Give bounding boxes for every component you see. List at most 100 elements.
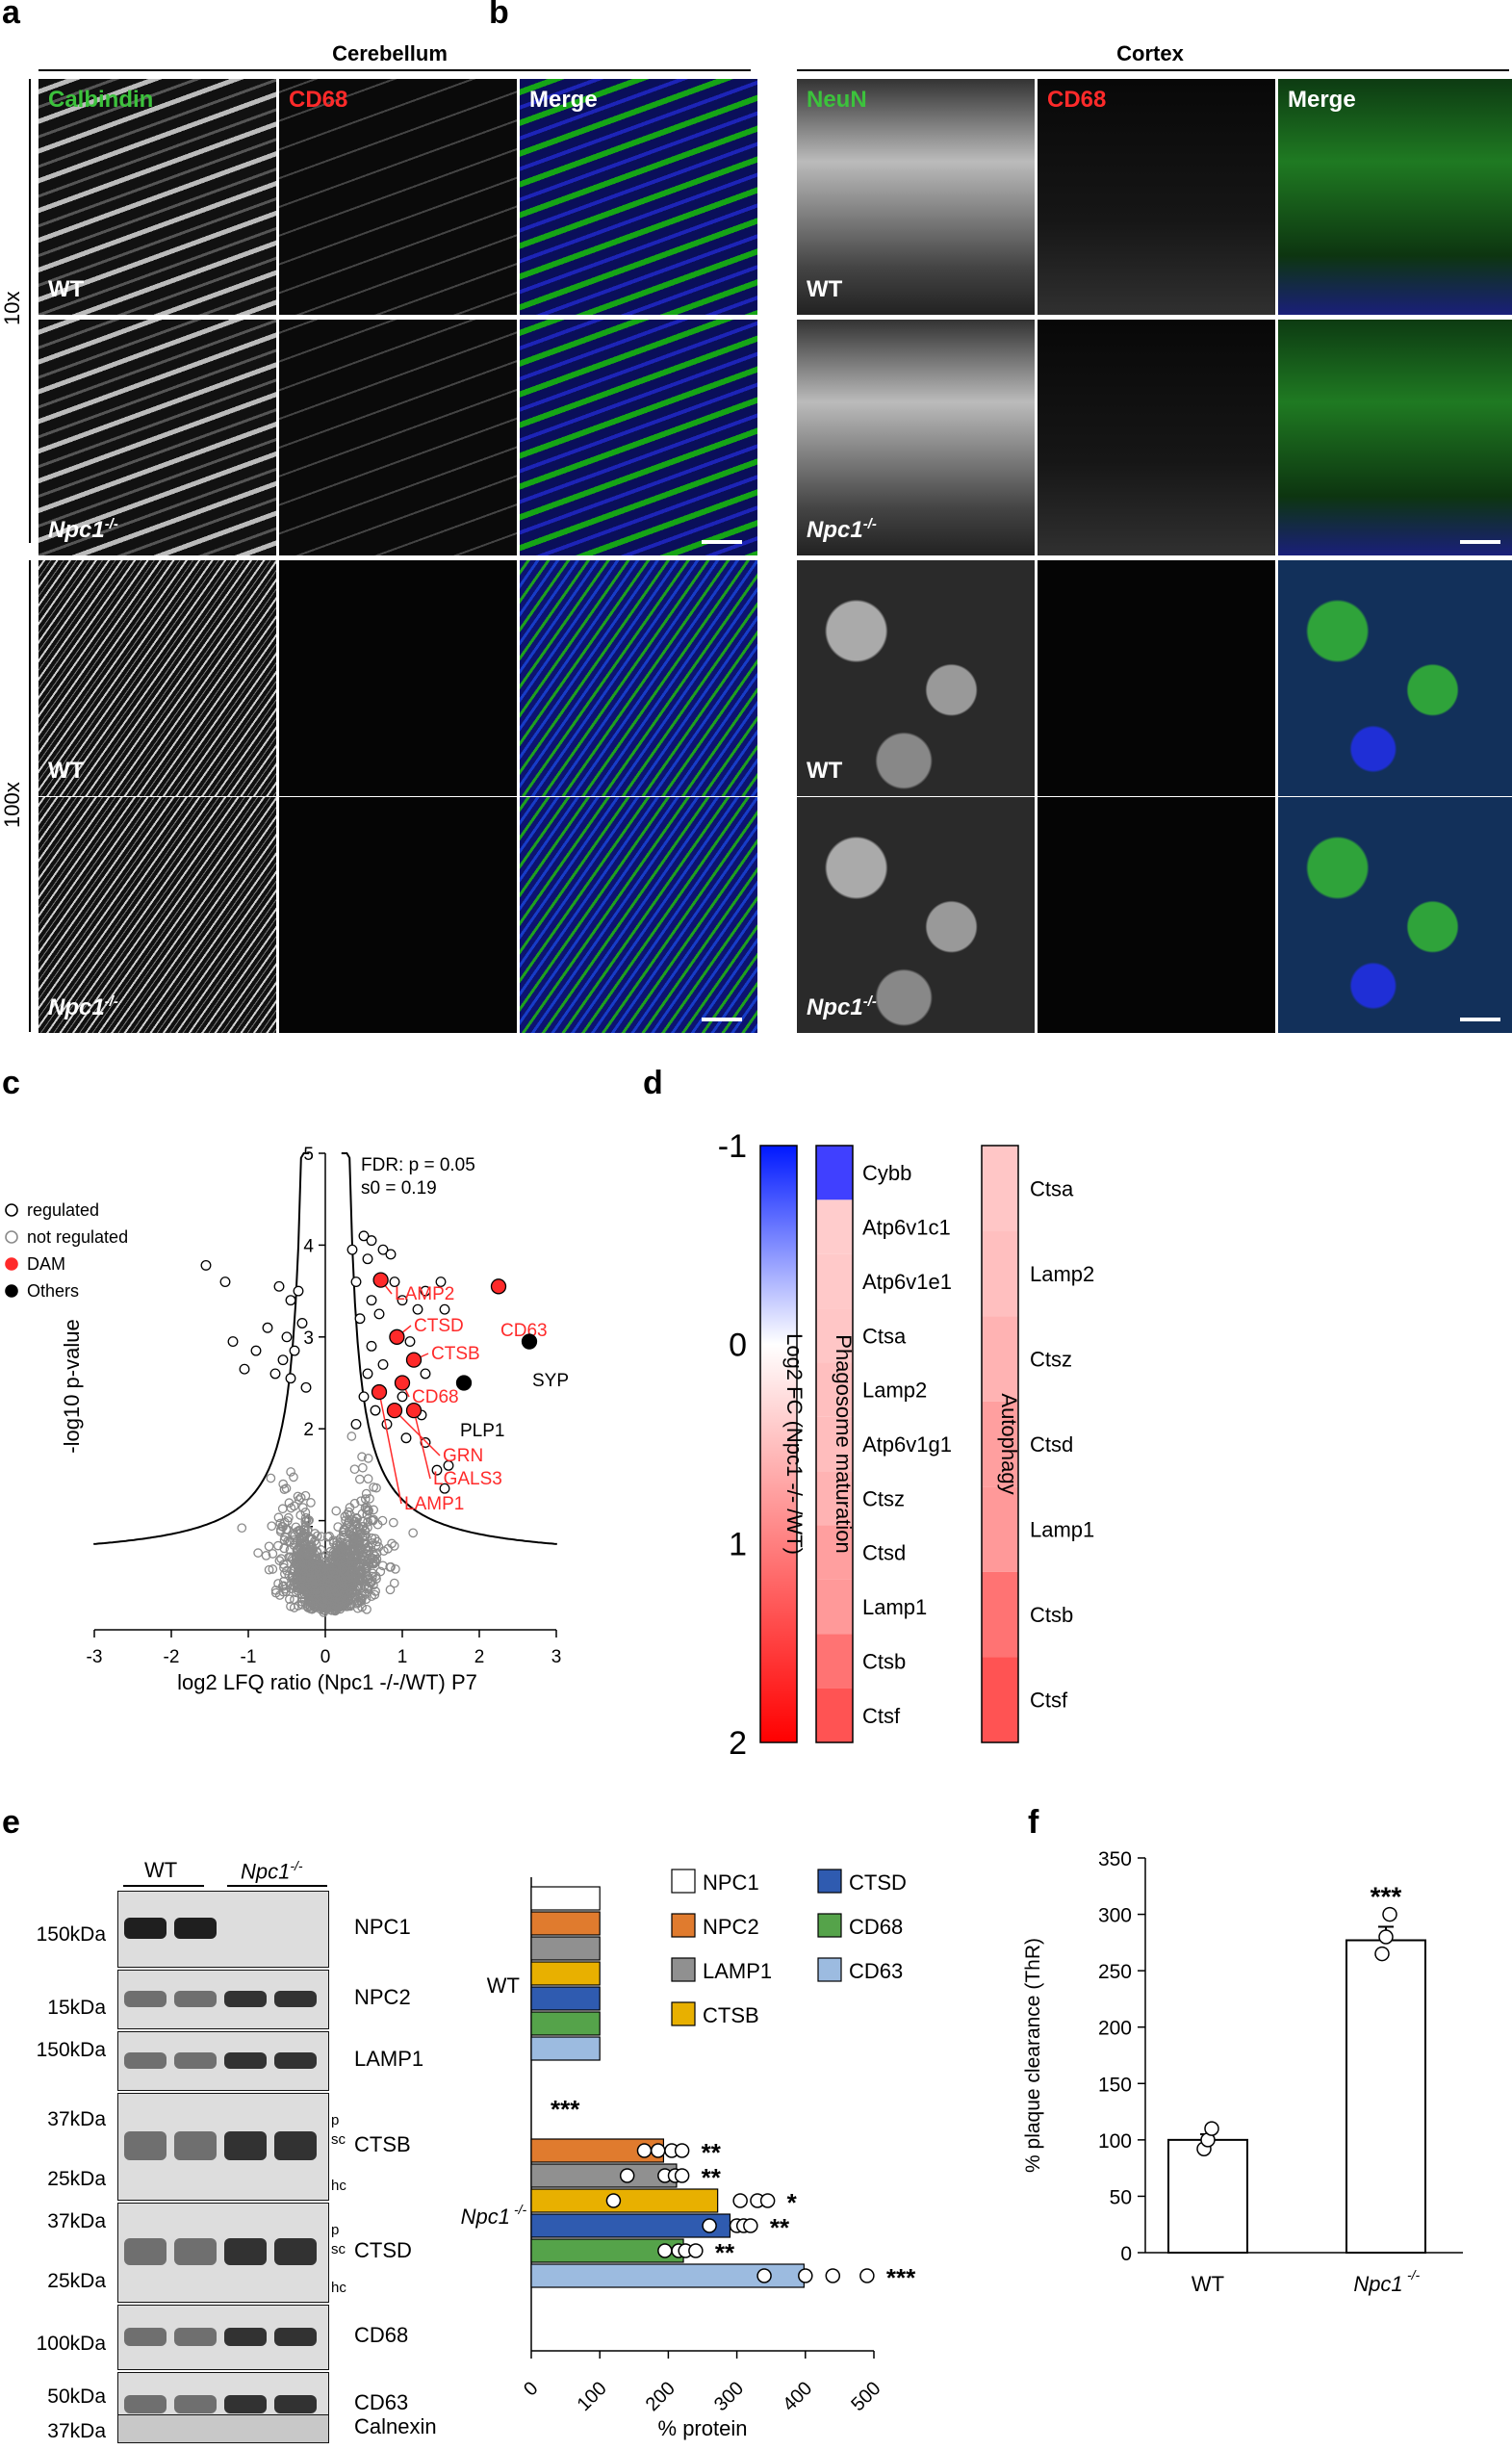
heatmap-cell xyxy=(982,1316,1018,1402)
blot-form-label: sc xyxy=(331,2131,346,2148)
data-point xyxy=(295,1493,306,1503)
legend-label: CTSD xyxy=(849,1870,907,1895)
blot-mw-label: 150kDa xyxy=(36,2039,106,2061)
replicate-point xyxy=(619,2168,635,2183)
blot-mw-label: 37kDa xyxy=(47,2108,106,2130)
data-point xyxy=(408,1528,419,1538)
blot-band xyxy=(174,2395,217,2413)
regulated-point xyxy=(281,1331,293,1343)
region-rule xyxy=(797,69,1509,71)
regulated-point xyxy=(366,1295,377,1306)
region-title-cerebellum: Cerebellum xyxy=(332,41,448,65)
regulated-point xyxy=(366,1235,377,1247)
regulated-point xyxy=(289,1345,300,1356)
micrograph-tile xyxy=(279,320,517,555)
data-point xyxy=(273,1540,283,1551)
x-tick-label: 3 xyxy=(551,1647,562,1667)
data-point xyxy=(369,1505,379,1515)
labeled-point xyxy=(371,1383,388,1401)
regulated-point xyxy=(277,1354,289,1366)
replicate-point xyxy=(759,2193,776,2208)
scale-bar xyxy=(1460,1018,1500,1021)
data-point xyxy=(268,1549,278,1559)
regulated-point xyxy=(262,1322,273,1333)
data-point xyxy=(352,1513,363,1524)
significance-label: * xyxy=(787,2188,798,2217)
legend-marker xyxy=(5,1257,18,1271)
region-rule xyxy=(38,69,751,71)
category-label-wt: WT xyxy=(1192,2272,1224,2296)
y-tick-label: 350 xyxy=(1098,1848,1132,1870)
regulated-point xyxy=(227,1336,239,1348)
data-point xyxy=(279,1534,290,1545)
labeled-point xyxy=(521,1333,538,1350)
genotype-label: Npc1-/- xyxy=(48,516,118,543)
regulated-point xyxy=(239,1363,250,1375)
data-point xyxy=(299,1528,310,1538)
data-point xyxy=(349,1534,360,1544)
y-tick-label: 3 xyxy=(303,1328,314,1349)
blot-band xyxy=(124,2328,167,2346)
heatmap-panel: -1 0 1 2 Log2 FC (Npc1 -/- /WT) Cybb Atp6v1c1 A… xyxy=(635,1107,1501,1781)
gene-label: Cybb xyxy=(862,1161,911,1185)
legend-label: LAMP1 xyxy=(703,1959,772,1983)
heatmap-cell xyxy=(816,1199,853,1254)
gene-label: Atp6v1e1 xyxy=(862,1270,952,1294)
gene-label: Ctsz xyxy=(862,1486,905,1510)
data-point xyxy=(377,1560,388,1571)
x-tick-label: 400 xyxy=(779,2378,816,2415)
genotype-label: WT xyxy=(807,758,843,784)
data-point xyxy=(364,1506,373,1516)
data-point xyxy=(342,1572,351,1583)
heatmap-cell xyxy=(816,1525,853,1580)
micrograph-tile xyxy=(1038,560,1275,796)
data-point xyxy=(281,1586,292,1597)
data-point xyxy=(349,1464,360,1475)
category-label-sup: -/- xyxy=(1407,2267,1421,2282)
y-tick-label: 100 xyxy=(1098,2130,1132,2153)
legend-label: Others xyxy=(27,1281,79,1301)
data-point xyxy=(344,1526,354,1536)
blot-band xyxy=(174,1918,217,1940)
micrograph-tile: NeuN WT xyxy=(797,79,1035,315)
significance-label: ** xyxy=(770,2213,790,2242)
blot-band xyxy=(124,2052,167,2069)
gene-label: Ctsb xyxy=(862,1649,906,1673)
regulated-point xyxy=(420,1368,431,1380)
heatmap-svg: -1 0 1 2 Log2 FC (Npc1 -/- /WT) Cybb Atp6v1c1 A… xyxy=(718,1128,1095,1762)
data-point xyxy=(372,1483,381,1493)
data-point xyxy=(358,1568,368,1579)
data-point xyxy=(306,1498,316,1508)
group-label-npc1: Npc1 xyxy=(461,2205,510,2229)
regulated-point xyxy=(397,1391,408,1403)
data-point xyxy=(315,1590,325,1601)
data-point xyxy=(316,1532,326,1541)
data-point xyxy=(362,1604,372,1614)
scale-bar xyxy=(702,540,742,544)
regulated-point xyxy=(350,1418,362,1430)
regulated-point xyxy=(377,1358,389,1370)
gene-label: Lamp1 xyxy=(862,1595,927,1619)
blot-form-label: p xyxy=(331,2112,340,2128)
data-point xyxy=(331,1506,342,1516)
data-point xyxy=(357,1452,367,1462)
x-tick-label: 2 xyxy=(474,1647,485,1667)
replicate-point xyxy=(825,2268,841,2283)
regulated-point xyxy=(346,1244,358,1255)
pathway-title: Phagosome maturation xyxy=(832,1334,856,1553)
data-point xyxy=(327,1551,338,1560)
data-point xyxy=(343,1546,353,1557)
regulated-point xyxy=(420,1437,431,1448)
blot-form-label: sc xyxy=(331,2241,346,2257)
data-point xyxy=(289,1501,299,1511)
micrograph-tile xyxy=(279,797,517,1033)
channel-label: Merge xyxy=(529,87,598,113)
y-tick-label: 2 xyxy=(303,1420,314,1440)
heatmap-cell xyxy=(982,1401,1018,1487)
y-tick-label: 4 xyxy=(303,1236,314,1256)
blot-band xyxy=(274,2328,317,2346)
regulated-point xyxy=(285,1295,296,1306)
blot-protein-label: CD63 xyxy=(354,2390,409,2414)
fdr-annotation: FDR: p = 0.05 xyxy=(361,1155,475,1175)
bar-wt xyxy=(530,1961,601,1986)
